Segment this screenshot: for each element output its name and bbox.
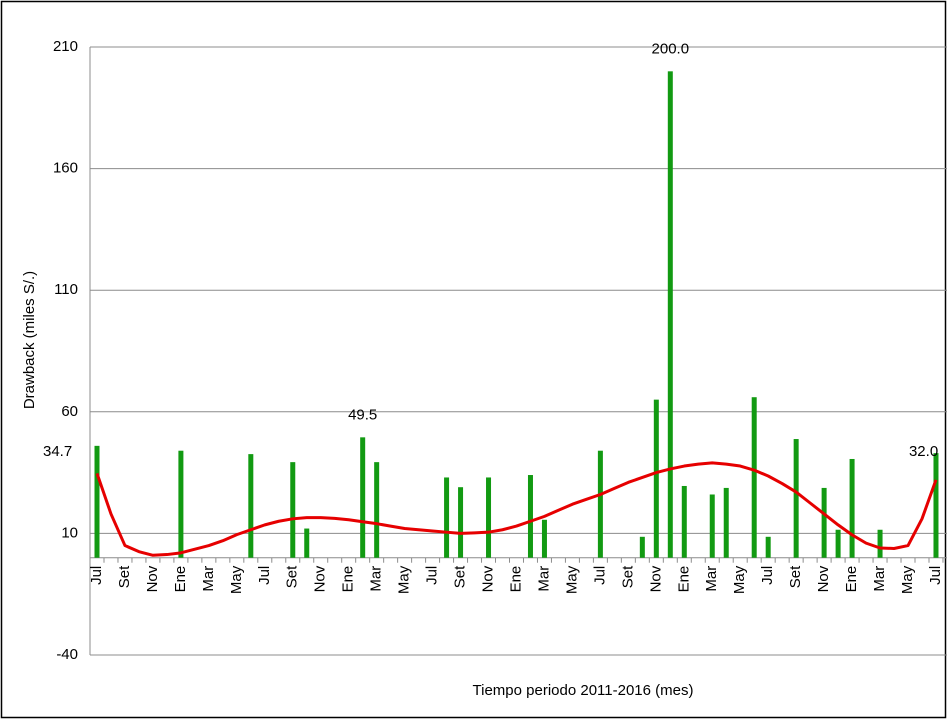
- x-tick-label: Jul: [88, 566, 105, 585]
- bar: [835, 529, 841, 558]
- bar: [849, 458, 855, 558]
- x-tick-label: Jul: [424, 566, 441, 585]
- x-tick-label: Ene: [675, 566, 692, 593]
- bar: [723, 487, 729, 558]
- bar: [821, 487, 827, 558]
- trend-line: [95, 461, 938, 557]
- x-tick-label: Ene: [172, 566, 189, 593]
- bar: [933, 453, 939, 558]
- x-tick-label: Set: [787, 565, 804, 588]
- bar: [751, 397, 757, 558]
- x-tick-label: Mar: [200, 566, 217, 592]
- x-tick-label: Nov: [312, 565, 329, 592]
- x-tick-label: Nov: [144, 565, 161, 592]
- x-tick-label: Set: [284, 565, 301, 588]
- x-tick-label: Ene: [843, 566, 860, 593]
- bar: [681, 485, 687, 558]
- y-tick-label: 60: [61, 403, 78, 420]
- bar: [486, 477, 492, 558]
- bar: [597, 450, 603, 558]
- bar: [248, 454, 254, 558]
- x-tick-label: Jul: [759, 566, 776, 585]
- bar: [94, 445, 100, 558]
- bar: [667, 71, 673, 558]
- bar: [304, 528, 310, 558]
- bar: [793, 439, 799, 558]
- x-tick-label: May: [228, 565, 245, 594]
- bar: [178, 450, 184, 558]
- x-tick-label: Set: [452, 565, 469, 588]
- x-tick-label: Nov: [647, 565, 664, 592]
- x-tick-label: Jul: [927, 566, 944, 585]
- x-tick-label: Set: [619, 565, 636, 588]
- bar: [541, 519, 547, 558]
- x-tick-label: Jul: [256, 566, 273, 585]
- bar: [360, 437, 366, 558]
- x-tick-label: Mar: [703, 566, 720, 592]
- x-axis-title: Tiempo periodo 2011-2016 (mes): [473, 682, 694, 699]
- x-tick-label: Nov: [815, 565, 832, 592]
- bar: [765, 536, 771, 558]
- y-tick-label: 110: [54, 281, 78, 298]
- bar: [653, 399, 659, 558]
- y-tick-label: 10: [61, 524, 78, 541]
- trend-label: 32.0: [909, 443, 938, 460]
- x-tick-label: Ene: [340, 566, 357, 593]
- x-tick-label: May: [731, 565, 748, 594]
- x-tick-label: May: [563, 565, 580, 594]
- x-tick-label: May: [396, 565, 413, 594]
- bar: [877, 529, 883, 558]
- x-tick-label: Mar: [535, 566, 552, 592]
- bar: [639, 536, 645, 558]
- x-tick-label: May: [899, 565, 916, 594]
- bar: [374, 462, 380, 558]
- bar: [290, 462, 296, 558]
- x-tick-label: Mar: [368, 566, 385, 592]
- data-label: 49.5: [348, 406, 377, 423]
- bar: [709, 494, 715, 558]
- bar: [527, 475, 533, 558]
- trend-label: 34.7: [43, 443, 72, 460]
- bar: [444, 477, 450, 558]
- x-tick-label: Set: [116, 565, 133, 588]
- x-tick-label: Mar: [871, 566, 888, 592]
- x-tick-label: Nov: [479, 565, 496, 592]
- x-tick-label: Ene: [507, 566, 524, 593]
- x-tick-label: Jul: [591, 566, 608, 585]
- y-tick-label: -40: [56, 646, 78, 663]
- y-tick-label: 210: [53, 38, 78, 55]
- y-axis-title: Drawback (miles S/.): [21, 271, 38, 409]
- bar: [458, 487, 464, 558]
- data-label: 200.0: [652, 40, 690, 57]
- y-tick-label: 160: [53, 160, 78, 177]
